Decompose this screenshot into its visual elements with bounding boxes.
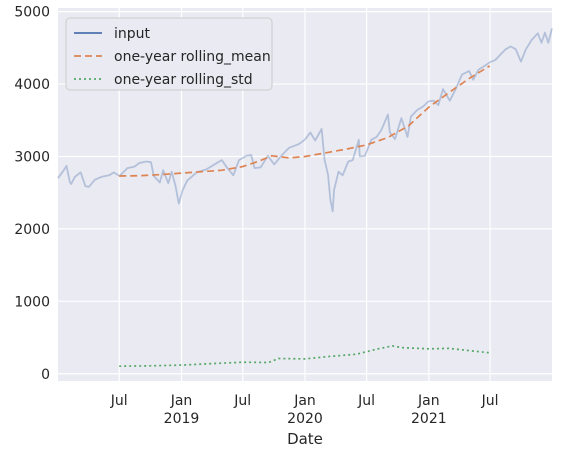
legend-box xyxy=(65,17,273,91)
y-axis-ticks: 0 1000 2000 3000 4000 5000 xyxy=(14,5,50,383)
x-tick-year-label: 2021 xyxy=(411,411,447,427)
y-tick-label: 2000 xyxy=(14,222,50,238)
y-tick-label: 3000 xyxy=(14,149,50,165)
y-tick-label: 4000 xyxy=(14,77,50,93)
x-tick-label: Jul xyxy=(481,393,499,409)
series-line-one-year-rolling-mean xyxy=(119,65,491,177)
x-tick-label: Jan xyxy=(170,393,193,409)
legend-label: one-year rolling_std xyxy=(114,72,253,88)
legend-label: one-year rolling_mean xyxy=(114,49,271,65)
x-tick-year-label: 2019 xyxy=(164,411,200,427)
x-tick-label: Jul xyxy=(233,393,251,409)
x-tick-label: Jan xyxy=(417,393,440,409)
series-layer xyxy=(57,28,553,368)
x-axis-label: Date xyxy=(287,430,323,448)
x-tick-label: Jan xyxy=(293,393,316,409)
y-tick-label: 1000 xyxy=(14,294,50,310)
x-tick-label: Jul xyxy=(110,393,128,409)
y-tick-label: 5000 xyxy=(14,5,50,21)
y-tick-label: 0 xyxy=(41,367,50,383)
series-line-input xyxy=(57,28,553,213)
x-tick-label: Jul xyxy=(357,393,375,409)
x-axis-ticks: Jul Jan 2019 Jul Jan 2020 Jul Jan 2021 Jul xyxy=(110,393,499,427)
legend-label: input xyxy=(114,26,151,42)
legend: input one-year rolling_mean one-year rolli… xyxy=(65,17,273,91)
x-tick-year-label: 2020 xyxy=(287,411,323,427)
